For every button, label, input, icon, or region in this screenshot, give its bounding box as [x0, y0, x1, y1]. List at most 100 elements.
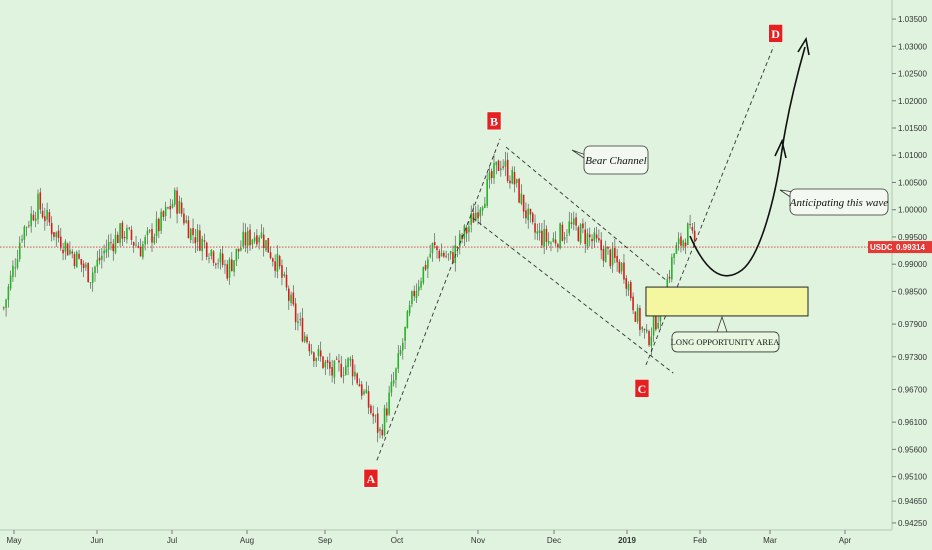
candle-bull [365, 389, 368, 394]
candle-bear [522, 194, 525, 212]
candle-bull [627, 283, 630, 291]
symbol-tag-label: USDCHF [870, 243, 903, 252]
candle-bull [18, 242, 21, 260]
candle-bull [126, 228, 128, 240]
candle-bear [413, 290, 415, 297]
candle-bear [623, 262, 625, 280]
candle-bear [456, 247, 459, 249]
candle-bear [176, 190, 178, 214]
candle-bull [119, 223, 121, 243]
price-tick-label: 0.96100 [898, 418, 927, 427]
candle-bull [459, 233, 461, 247]
bear-channel-lower [472, 217, 674, 374]
candle-bear [443, 252, 445, 257]
candle-bear [351, 359, 354, 377]
candle-bull [94, 266, 96, 273]
candle-bear [256, 235, 258, 245]
candle-bull [217, 263, 219, 264]
candle-bull [527, 208, 529, 221]
candle-bear [465, 227, 468, 234]
candle-bear [117, 234, 119, 244]
candle-bull [408, 305, 411, 314]
candle-bear [335, 358, 338, 360]
candle-bull [671, 257, 673, 280]
price-tick-label: 1.00500 [898, 178, 927, 187]
candle-bull [479, 209, 482, 217]
price-tick-label: 1.01500 [898, 124, 927, 133]
candle-bear [630, 282, 632, 299]
wave-label-box-d [768, 24, 783, 43]
candle-bull [160, 211, 162, 231]
candle-bull [46, 210, 48, 220]
candle-bear [340, 363, 343, 377]
candle-bull [484, 203, 486, 208]
candle-bear [244, 232, 247, 246]
candle-bear [541, 230, 543, 246]
candle-bull [417, 286, 420, 291]
candle-bull [146, 230, 149, 236]
candle-bear [331, 367, 333, 376]
candle-bull [171, 203, 174, 208]
candle-bear [48, 212, 51, 223]
time-tick-label: Nov [471, 536, 485, 545]
candle-bull [103, 250, 105, 254]
candle-bull [611, 248, 614, 266]
candle-bear [272, 258, 274, 262]
candle-bull [374, 415, 377, 417]
price-tick-label: 1.01000 [898, 151, 927, 160]
candle-bear [269, 252, 272, 259]
time-tick-label: Apr [839, 536, 852, 545]
candle-bear [306, 336, 308, 343]
candle-bull [682, 240, 685, 247]
candle-bull [468, 226, 470, 233]
candle-bear [262, 234, 265, 249]
candle-bear [231, 259, 233, 271]
candle-bear [226, 264, 229, 279]
candle-bull [620, 263, 623, 272]
candle-bear [554, 239, 557, 244]
candle-bull [363, 391, 365, 395]
candle-bull [265, 240, 267, 251]
candle-bear [71, 251, 73, 254]
candle-bear [575, 217, 577, 226]
candle-bull [324, 361, 327, 368]
candle-bull [636, 307, 639, 322]
price-axis[interactable]: 1.03500 1.03000 1.02500 1.02000 1.01500 1.010… [892, 15, 927, 528]
candle-bull [559, 223, 561, 249]
time-axis[interactable]: May Jun Jul Aug Sep Oct Nov Dec 2019 Feb Mar Apr [6, 530, 852, 545]
candle-bear [386, 408, 388, 416]
candle-bear [618, 261, 621, 273]
price-tick-label: 0.99000 [898, 260, 927, 269]
candle-bear [322, 356, 324, 368]
candle-bull [148, 230, 151, 232]
candle-bull [354, 371, 356, 377]
candle-bull [379, 428, 381, 431]
candle-bull [178, 200, 181, 214]
candle-bull [23, 226, 26, 240]
candle-bull [390, 382, 393, 393]
candle-bull [677, 238, 680, 244]
candle-bear [112, 243, 115, 252]
candle-bear [625, 278, 628, 289]
candle-bull [429, 253, 431, 258]
candle-bull [114, 234, 117, 253]
candle-bear [78, 253, 80, 259]
candle-bull [235, 248, 238, 262]
candle-bull [474, 212, 477, 221]
candle-bull [12, 265, 14, 278]
candle-bull [25, 227, 28, 228]
candle-bear [588, 234, 591, 238]
candle-bear [128, 227, 130, 229]
candle-bear [53, 232, 55, 237]
candle-bull [75, 252, 78, 268]
candle-bull [604, 247, 607, 263]
wave-label-a: A [367, 472, 376, 486]
candle-bull [550, 242, 552, 244]
price-tick-label: 1.03000 [898, 42, 927, 51]
candle-bear [643, 328, 646, 331]
candle-bear [502, 166, 504, 168]
candle-bear [169, 206, 172, 210]
projected-wave-arrowhead-top [797, 36, 810, 56]
